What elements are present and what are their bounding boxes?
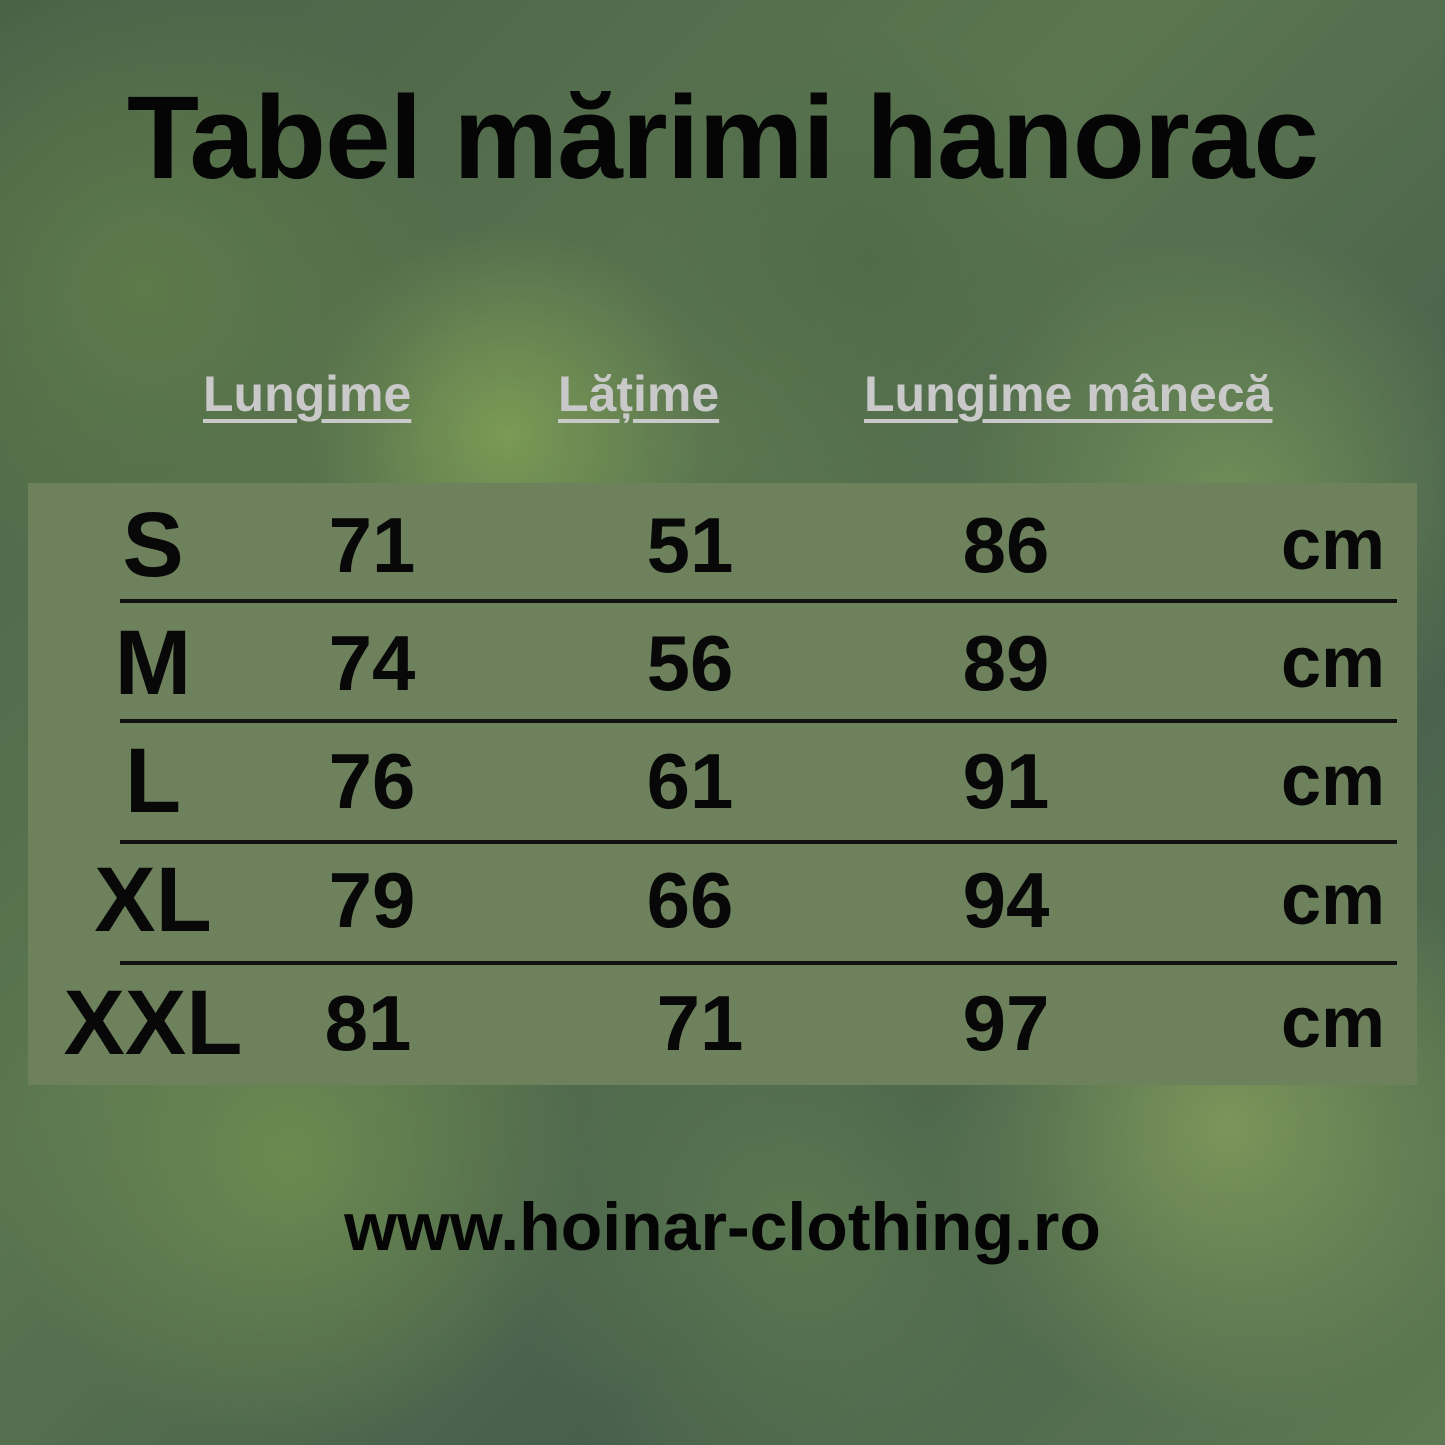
header-lungime: Lungime: [203, 366, 412, 422]
latime-value: 71: [656, 979, 744, 1067]
lungime-value: 79: [328, 856, 416, 944]
lungime-value: 81: [324, 979, 412, 1067]
unit-label: cm: [1280, 741, 1386, 821]
website-url: www.hoinar-clothing.ro: [344, 1189, 1101, 1265]
size-table: S 71 51 86 cm M 74 56 89 cm L 76 61 91 c…: [28, 483, 1417, 1085]
row-divider: [120, 599, 1397, 603]
row-divider: [120, 840, 1397, 844]
size-label: XXL: [63, 972, 243, 1074]
row-divider: [120, 961, 1397, 965]
table-row: XL 79 66 94 cm: [28, 840, 1417, 960]
latime-value: 66: [646, 856, 734, 944]
header-lungime-maneca: Lungime mânecă: [864, 366, 1273, 422]
row-divider: [120, 719, 1397, 723]
size-label: M: [114, 612, 192, 714]
header-latime: Lățime: [558, 366, 720, 422]
lungime-value: 74: [328, 619, 416, 707]
latime-value: 51: [646, 501, 734, 589]
size-label: XL: [94, 849, 212, 951]
maneca-value: 94: [962, 856, 1050, 944]
unit-label: cm: [1280, 983, 1386, 1063]
latime-value: 56: [646, 619, 734, 707]
table-row: XXL 81 71 97 cm: [28, 963, 1417, 1083]
size-label: L: [124, 730, 182, 832]
table-row: S 71 51 86 cm: [28, 485, 1417, 605]
maneca-value: 86: [962, 501, 1050, 589]
lungime-value: 71: [328, 501, 416, 589]
lungime-value: 76: [328, 737, 416, 825]
maneca-value: 97: [962, 979, 1050, 1067]
table-row: M 74 56 89 cm: [28, 603, 1417, 723]
latime-value: 61: [646, 737, 734, 825]
table-row: L 76 61 91 cm: [28, 721, 1417, 841]
unit-label: cm: [1280, 860, 1386, 940]
maneca-value: 91: [962, 737, 1050, 825]
size-label: S: [122, 494, 184, 596]
unit-label: cm: [1280, 623, 1386, 703]
maneca-value: 89: [962, 619, 1050, 707]
page-title: Tabel mărimi hanorac: [127, 72, 1319, 204]
unit-label: cm: [1280, 505, 1386, 585]
